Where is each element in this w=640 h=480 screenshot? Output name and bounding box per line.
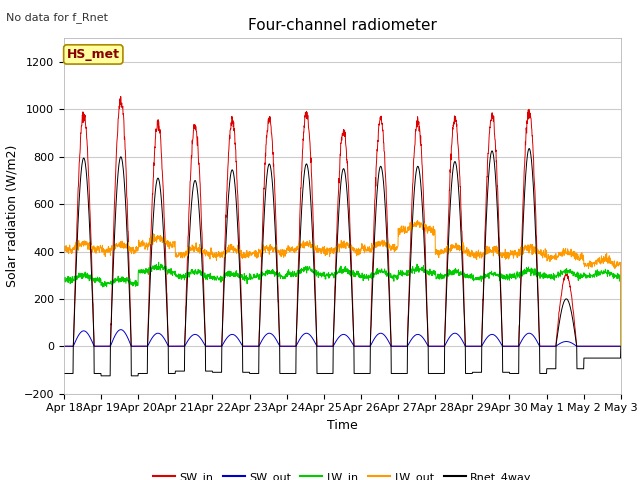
SW_in [371,197,379,203]
LW_out [617,343,625,349]
LW_out [60,246,68,252]
SW_in [504,343,512,349]
LW_in [359,272,367,278]
SW_in [359,343,367,349]
SW_out [504,343,512,349]
Legend: SW_in, SW_out, LW_in, LW_out, Rnet_4way: SW_in, SW_out, LW_in, LW_out, Rnet_4way [148,468,536,480]
SW_out [117,327,125,333]
Text: HS_met: HS_met [67,48,120,61]
LW_in [568,271,575,276]
Line: SW_in: SW_in [64,96,621,346]
LW_in [504,274,512,280]
LW_in [371,271,379,276]
LW_out [358,242,366,248]
Rnet_4way [568,313,576,319]
Rnet_4way [584,355,591,361]
SW_out [371,335,379,341]
Rnet_4way [371,230,379,236]
Rnet_4way [617,343,625,349]
Text: No data for f_Rnet: No data for f_Rnet [6,12,108,23]
SW_out [216,343,223,349]
LW_out [413,218,421,224]
SW_in [60,343,68,349]
SW_in [568,294,575,300]
LW_out [371,241,378,247]
LW_in [617,343,625,349]
LW_out [584,261,591,266]
SW_out [617,343,625,349]
Line: LW_in: LW_in [64,262,621,346]
SW_out [60,343,68,349]
Y-axis label: Solar radiation (W/m2): Solar radiation (W/m2) [5,145,18,287]
Line: SW_out: SW_out [64,330,621,346]
Line: Rnet_4way: Rnet_4way [64,148,621,376]
Rnet_4way [504,370,512,375]
Rnet_4way [525,145,533,151]
LW_out [216,252,223,258]
SW_in [617,343,625,349]
SW_in [584,343,591,349]
SW_out [359,343,367,349]
SW_out [568,340,575,346]
LW_in [60,279,68,285]
Title: Four-channel radiometer: Four-channel radiometer [248,18,437,33]
X-axis label: Time: Time [327,419,358,432]
Line: LW_out: LW_out [64,221,621,346]
Rnet_4way [216,370,223,375]
SW_in [216,343,223,349]
LW_out [568,250,575,256]
SW_out [584,343,591,349]
LW_in [216,277,223,283]
LW_out [504,256,512,262]
Rnet_4way [97,373,105,379]
Rnet_4way [359,371,367,376]
SW_in [117,94,125,99]
LW_in [584,274,591,280]
Rnet_4way [60,371,68,376]
LW_in [155,259,163,265]
